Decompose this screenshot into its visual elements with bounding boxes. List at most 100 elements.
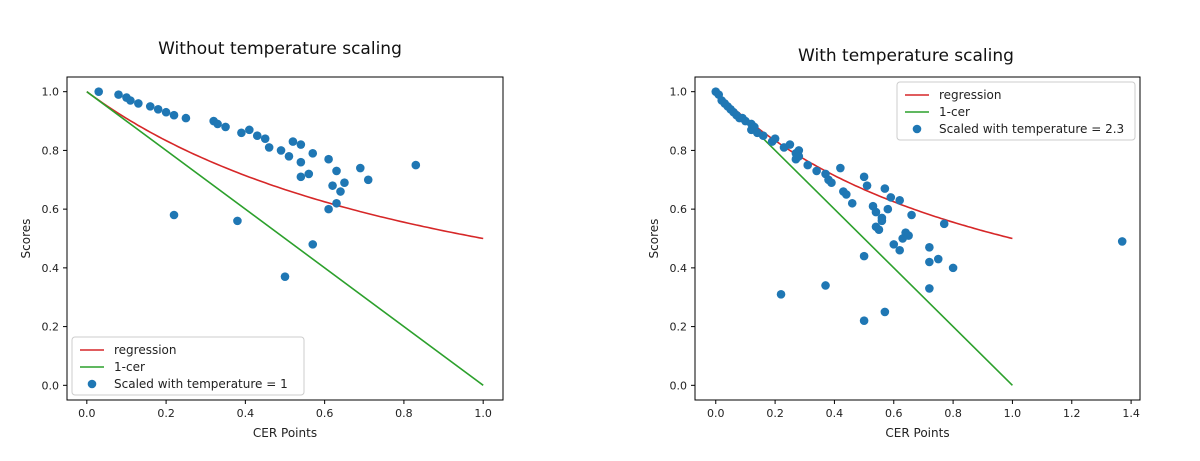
y-tick-label: 0.2 <box>42 321 60 334</box>
x-tick-label: 0.8 <box>395 407 413 420</box>
scatter-point <box>411 160 421 170</box>
scatter-point <box>296 172 306 182</box>
y-tick-label: 0.4 <box>42 262 60 275</box>
y-axis-label: Scores <box>19 219 33 259</box>
y-tick-label: 0.8 <box>42 144 60 157</box>
scatter-point <box>785 140 795 149</box>
x-axis-label: CER Points <box>885 426 949 440</box>
x-tick-label: 0.6 <box>885 407 903 420</box>
scatter-point <box>252 131 262 141</box>
y-axis-label: Scores <box>647 219 661 259</box>
scatter-point <box>324 154 333 164</box>
scatter-point <box>296 157 306 167</box>
y-tick-label: 0.6 <box>42 203 60 216</box>
scatter-point <box>332 198 341 208</box>
x-tick-label: 1.2 <box>1063 407 1081 420</box>
series-line-1-cer <box>715 91 1013 386</box>
legend-box <box>896 81 1136 141</box>
scatter-point <box>776 289 786 299</box>
scatter-point <box>794 151 804 161</box>
scatter-point <box>871 207 881 217</box>
scatter-point <box>925 284 934 293</box>
scatter-point <box>925 243 934 252</box>
x-tick-label: 0.8 <box>944 407 962 420</box>
scatter-point <box>296 140 306 149</box>
scatter-point <box>213 119 222 129</box>
scatter-point <box>862 181 872 190</box>
y-tick-label: 0.4 <box>670 262 688 275</box>
scatter-point <box>304 169 314 179</box>
scatter-point <box>363 175 373 185</box>
scatter-point <box>276 146 286 155</box>
scatter-point <box>308 149 318 158</box>
scatter-point <box>874 225 884 234</box>
x-tick-label: 0.6 <box>316 407 334 420</box>
scatter-point <box>340 178 349 188</box>
scatter-point <box>324 204 333 214</box>
scatter-point <box>221 122 230 132</box>
scatter-point <box>770 134 780 143</box>
scatter-point <box>933 254 943 264</box>
legend-label: regression <box>939 88 1002 102</box>
x-tick-label: 1.0 <box>474 407 492 420</box>
scatter-point <box>233 216 242 226</box>
x-tick-label: 0.4 <box>826 407 844 420</box>
x-tick-label: 0.2 <box>157 407 175 420</box>
scatter-point <box>883 204 893 214</box>
chart-title: Without temperature scaling <box>158 39 402 59</box>
scatter-point <box>904 231 913 240</box>
scatter-point <box>145 102 155 111</box>
series-line-regression <box>86 91 484 240</box>
legend-marker-swatch <box>87 379 97 389</box>
plot-frame <box>694 76 1141 401</box>
scatter-point <box>895 245 904 255</box>
scatter-point <box>280 272 290 281</box>
scatter-point <box>877 216 887 226</box>
scatter-point <box>288 137 298 146</box>
legend-label: 1-cer <box>939 105 970 119</box>
legend-marker-swatch <box>912 124 922 134</box>
scatter-point <box>889 240 899 249</box>
x-tick-label: 0.2 <box>766 407 784 420</box>
scatter-point <box>153 105 163 114</box>
scatter-point <box>245 125 254 135</box>
scatter-point <box>827 178 836 188</box>
series-line-1-cer <box>86 91 484 386</box>
scatter-point <box>758 131 768 141</box>
scatter-point <box>859 251 869 261</box>
scatter-point <box>169 110 179 120</box>
chart-2: With temperature scaling 0.0 0.2 0.4 0.6 0.8 1… <box>647 46 1141 440</box>
x-axis-label: CER Points <box>253 426 317 440</box>
legend-label: regression <box>114 343 177 357</box>
scatter-point <box>859 172 869 182</box>
scatter-point <box>181 113 191 123</box>
scatter-point <box>836 163 845 173</box>
x-tick-label: 1.0 <box>1004 407 1022 420</box>
scatter-point <box>264 143 274 152</box>
legend-box <box>71 336 305 396</box>
scatter-point <box>114 90 123 99</box>
chart-title: With temperature scaling <box>798 46 1014 66</box>
y-tick-label: 0.6 <box>670 203 688 216</box>
scatter-point <box>1117 237 1127 246</box>
scatter-point <box>847 198 857 208</box>
scatter-point <box>859 316 869 326</box>
scatter-point <box>134 99 143 108</box>
scatter-point <box>161 107 171 117</box>
x-tick-label: 1.4 <box>1122 407 1140 420</box>
chart-1: Without temperature scaling 0.0 0.2 0.4 0.6 0… <box>19 39 504 440</box>
scatter-point <box>842 190 851 199</box>
scatter-point <box>336 187 345 196</box>
scatter-point <box>939 219 949 229</box>
legend: regression 1-cer Scaled with temperature =… <box>71 336 305 396</box>
scatter-point <box>169 210 179 220</box>
y-tick-label: 0.0 <box>670 379 688 392</box>
legend: regression 1-cer Scaled with temperature =… <box>896 81 1136 141</box>
scatter-point <box>284 151 294 161</box>
scatter-point <box>308 240 318 249</box>
scatter-point <box>880 184 890 193</box>
scatter-point <box>260 134 270 143</box>
scatter-point <box>126 96 135 105</box>
